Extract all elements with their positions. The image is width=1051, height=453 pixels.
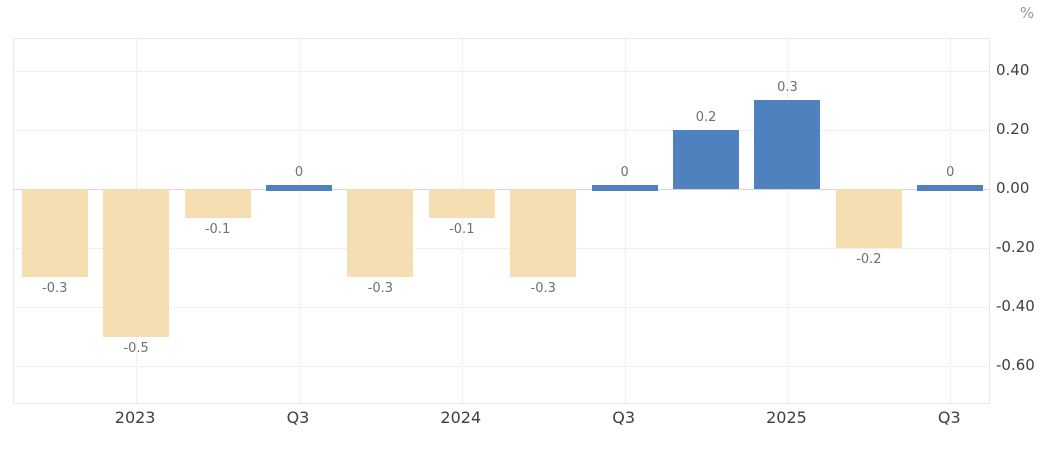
bar-value-label: 0.3 [777,80,798,96]
bar[interactable] [347,188,414,278]
y-axis-tick-label: -0.20 [996,237,1035,256]
bar[interactable] [591,184,658,191]
bar[interactable] [754,100,821,189]
bar-value-label: -0.1 [449,222,475,238]
x-axis-tick-label: Q3 [286,408,310,427]
y-axis-tick-label: -0.40 [996,297,1035,315]
x-axis-tick-label: Q3 [612,408,636,427]
bar-value-label: -0.2 [856,251,882,267]
vertical-gridline [461,39,463,403]
vertical-gridline [298,39,300,403]
y-axis-tick-label: -0.60 [996,356,1035,375]
horizontal-gridline [14,247,989,249]
vertical-gridline [624,39,626,403]
bar-value-label: 0.2 [695,109,717,125]
bar[interactable] [673,129,740,189]
x-axis-tick-label: 2024 [440,408,482,427]
bar[interactable] [103,188,170,337]
horizontal-gridline [14,366,989,368]
bar[interactable] [428,188,495,219]
bar-value-label: 0 [294,164,304,180]
bar-value-label: -0.5 [123,340,149,356]
bar[interactable] [184,188,251,219]
x-axis-tick-label: 2025 [766,408,807,427]
y-axis-tick-label: 0.20 [996,119,1030,138]
bar[interactable] [21,188,88,278]
bar[interactable] [917,184,984,191]
vertical-gridline [950,39,952,403]
x-axis-tick-label: 2023 [114,408,156,427]
y-axis-tick-label: 0.00 [996,178,1030,197]
y-axis-unit-label: % [1019,4,1035,22]
bar-value-label: -0.3 [42,281,68,297]
horizontal-gridline [14,70,989,72]
y-axis-tick-label: 0.40 [996,60,1030,79]
horizontal-gridline [14,129,989,131]
bar[interactable] [510,188,577,278]
bar[interactable] [835,188,902,248]
zero-gridline [14,188,989,190]
bar-value-label: -0.3 [367,281,394,297]
plot-area: -0.3 -0.5 -0.1 0 -0.3 -0.1 -0.3 0 0.2 0.3 -0.2 0 [13,38,990,404]
horizontal-gridline [14,307,989,308]
x-axis-tick-label: Q3 [937,408,961,427]
bar-value-label: -0.1 [204,222,231,238]
bar-value-label: 0 [946,164,955,180]
bar[interactable] [265,184,332,191]
bar-value-label: 0 [620,164,629,180]
vertical-gridline [787,39,789,403]
bar-value-label: -0.3 [530,281,556,297]
